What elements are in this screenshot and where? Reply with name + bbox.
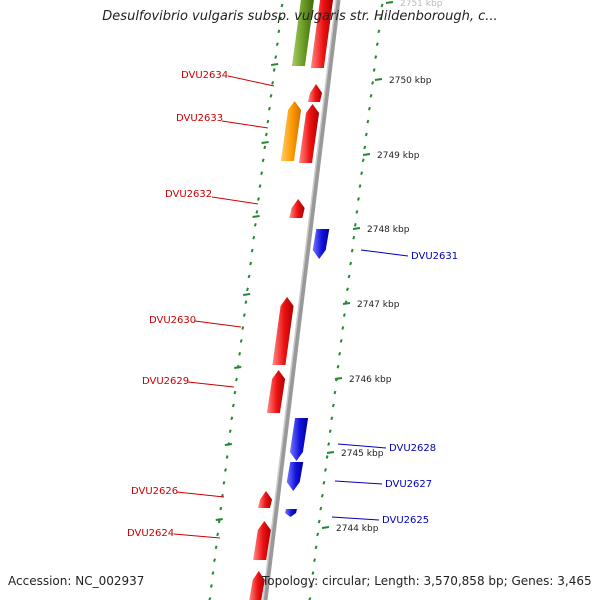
gene-DVU2627[interactable] bbox=[286, 462, 304, 491]
gene-bottom[interactable] bbox=[249, 571, 265, 600]
gene-DVU2634[interactable] bbox=[307, 84, 323, 102]
topology-summary: Topology: circular; Length: 3,570,858 bp… bbox=[262, 574, 592, 588]
gene-orange[interactable] bbox=[280, 101, 302, 161]
outer-tick-track bbox=[308, 3, 384, 600]
gene-red-top[interactable] bbox=[310, 0, 334, 68]
gene-label-forward[interactable]: DVU2626 bbox=[131, 486, 178, 497]
gene-DVU2629[interactable] bbox=[266, 370, 286, 413]
gene-label-reverse[interactable]: DVU2625 bbox=[382, 515, 429, 526]
gene-labels: DVU2634 DVU2633 DVU2632 DVU2630 DVU2629 DVU26… bbox=[127, 70, 458, 539]
gene-label-forward[interactable]: DVU2634 bbox=[181, 70, 228, 81]
gene-label-forward[interactable]: DVU2632 bbox=[165, 189, 212, 200]
ruler-tick-label: 2749 kbp bbox=[377, 151, 420, 161]
gene-label-forward[interactable]: DVU2630 bbox=[149, 315, 196, 326]
ruler-tick-label: 2745 kbp bbox=[341, 449, 384, 459]
gene-DVU2631[interactable] bbox=[312, 229, 330, 259]
ruler-tick-label: 2750 kbp bbox=[389, 76, 432, 86]
ruler-tick-label: 2748 kbp bbox=[367, 225, 410, 235]
gene-label-forward[interactable]: DVU2624 bbox=[127, 528, 174, 539]
gene-label-forward[interactable]: DVU2629 bbox=[142, 376, 189, 387]
ruler-tick-label: 2747 kbp bbox=[357, 300, 400, 310]
gene-layer bbox=[249, 0, 334, 600]
gene-label-reverse[interactable]: DVU2631 bbox=[411, 251, 458, 262]
ruler-tick-label: 2751 kbp bbox=[400, 0, 443, 9]
inner-tick-track bbox=[208, 3, 284, 600]
ruler-labels: 2751 kbp 2750 kbp 2749 kbp 2748 kbp 2747 kbp… bbox=[321, 0, 443, 534]
ruler-tick-label: 2746 kbp bbox=[349, 375, 392, 385]
accession-text: Accession: NC_002937 bbox=[8, 574, 145, 588]
gene-DVU2632[interactable] bbox=[289, 199, 305, 218]
sequence-backbone-highlight bbox=[262, 0, 337, 600]
gene-olive-top[interactable] bbox=[291, 0, 314, 66]
gene-label-forward[interactable]: DVU2633 bbox=[176, 113, 223, 124]
gene-label-reverse[interactable]: DVU2628 bbox=[389, 443, 436, 454]
gene-label-reverse[interactable]: DVU2627 bbox=[385, 479, 432, 490]
sequence-backbone bbox=[262, 0, 341, 600]
ruler-tick-label: 2744 kbp bbox=[336, 524, 379, 534]
genome-title: Desulfovibrio vulgaris subsp. vulgaris s… bbox=[102, 9, 498, 24]
gene-DVU2624[interactable] bbox=[253, 521, 271, 560]
gene-DVU2626[interactable] bbox=[257, 491, 273, 508]
gene-DVU2630[interactable] bbox=[272, 297, 294, 365]
gene-DVU2633[interactable] bbox=[298, 104, 320, 163]
gene-DVU2628[interactable] bbox=[289, 418, 309, 461]
gene-DVU2625[interactable] bbox=[285, 509, 297, 517]
